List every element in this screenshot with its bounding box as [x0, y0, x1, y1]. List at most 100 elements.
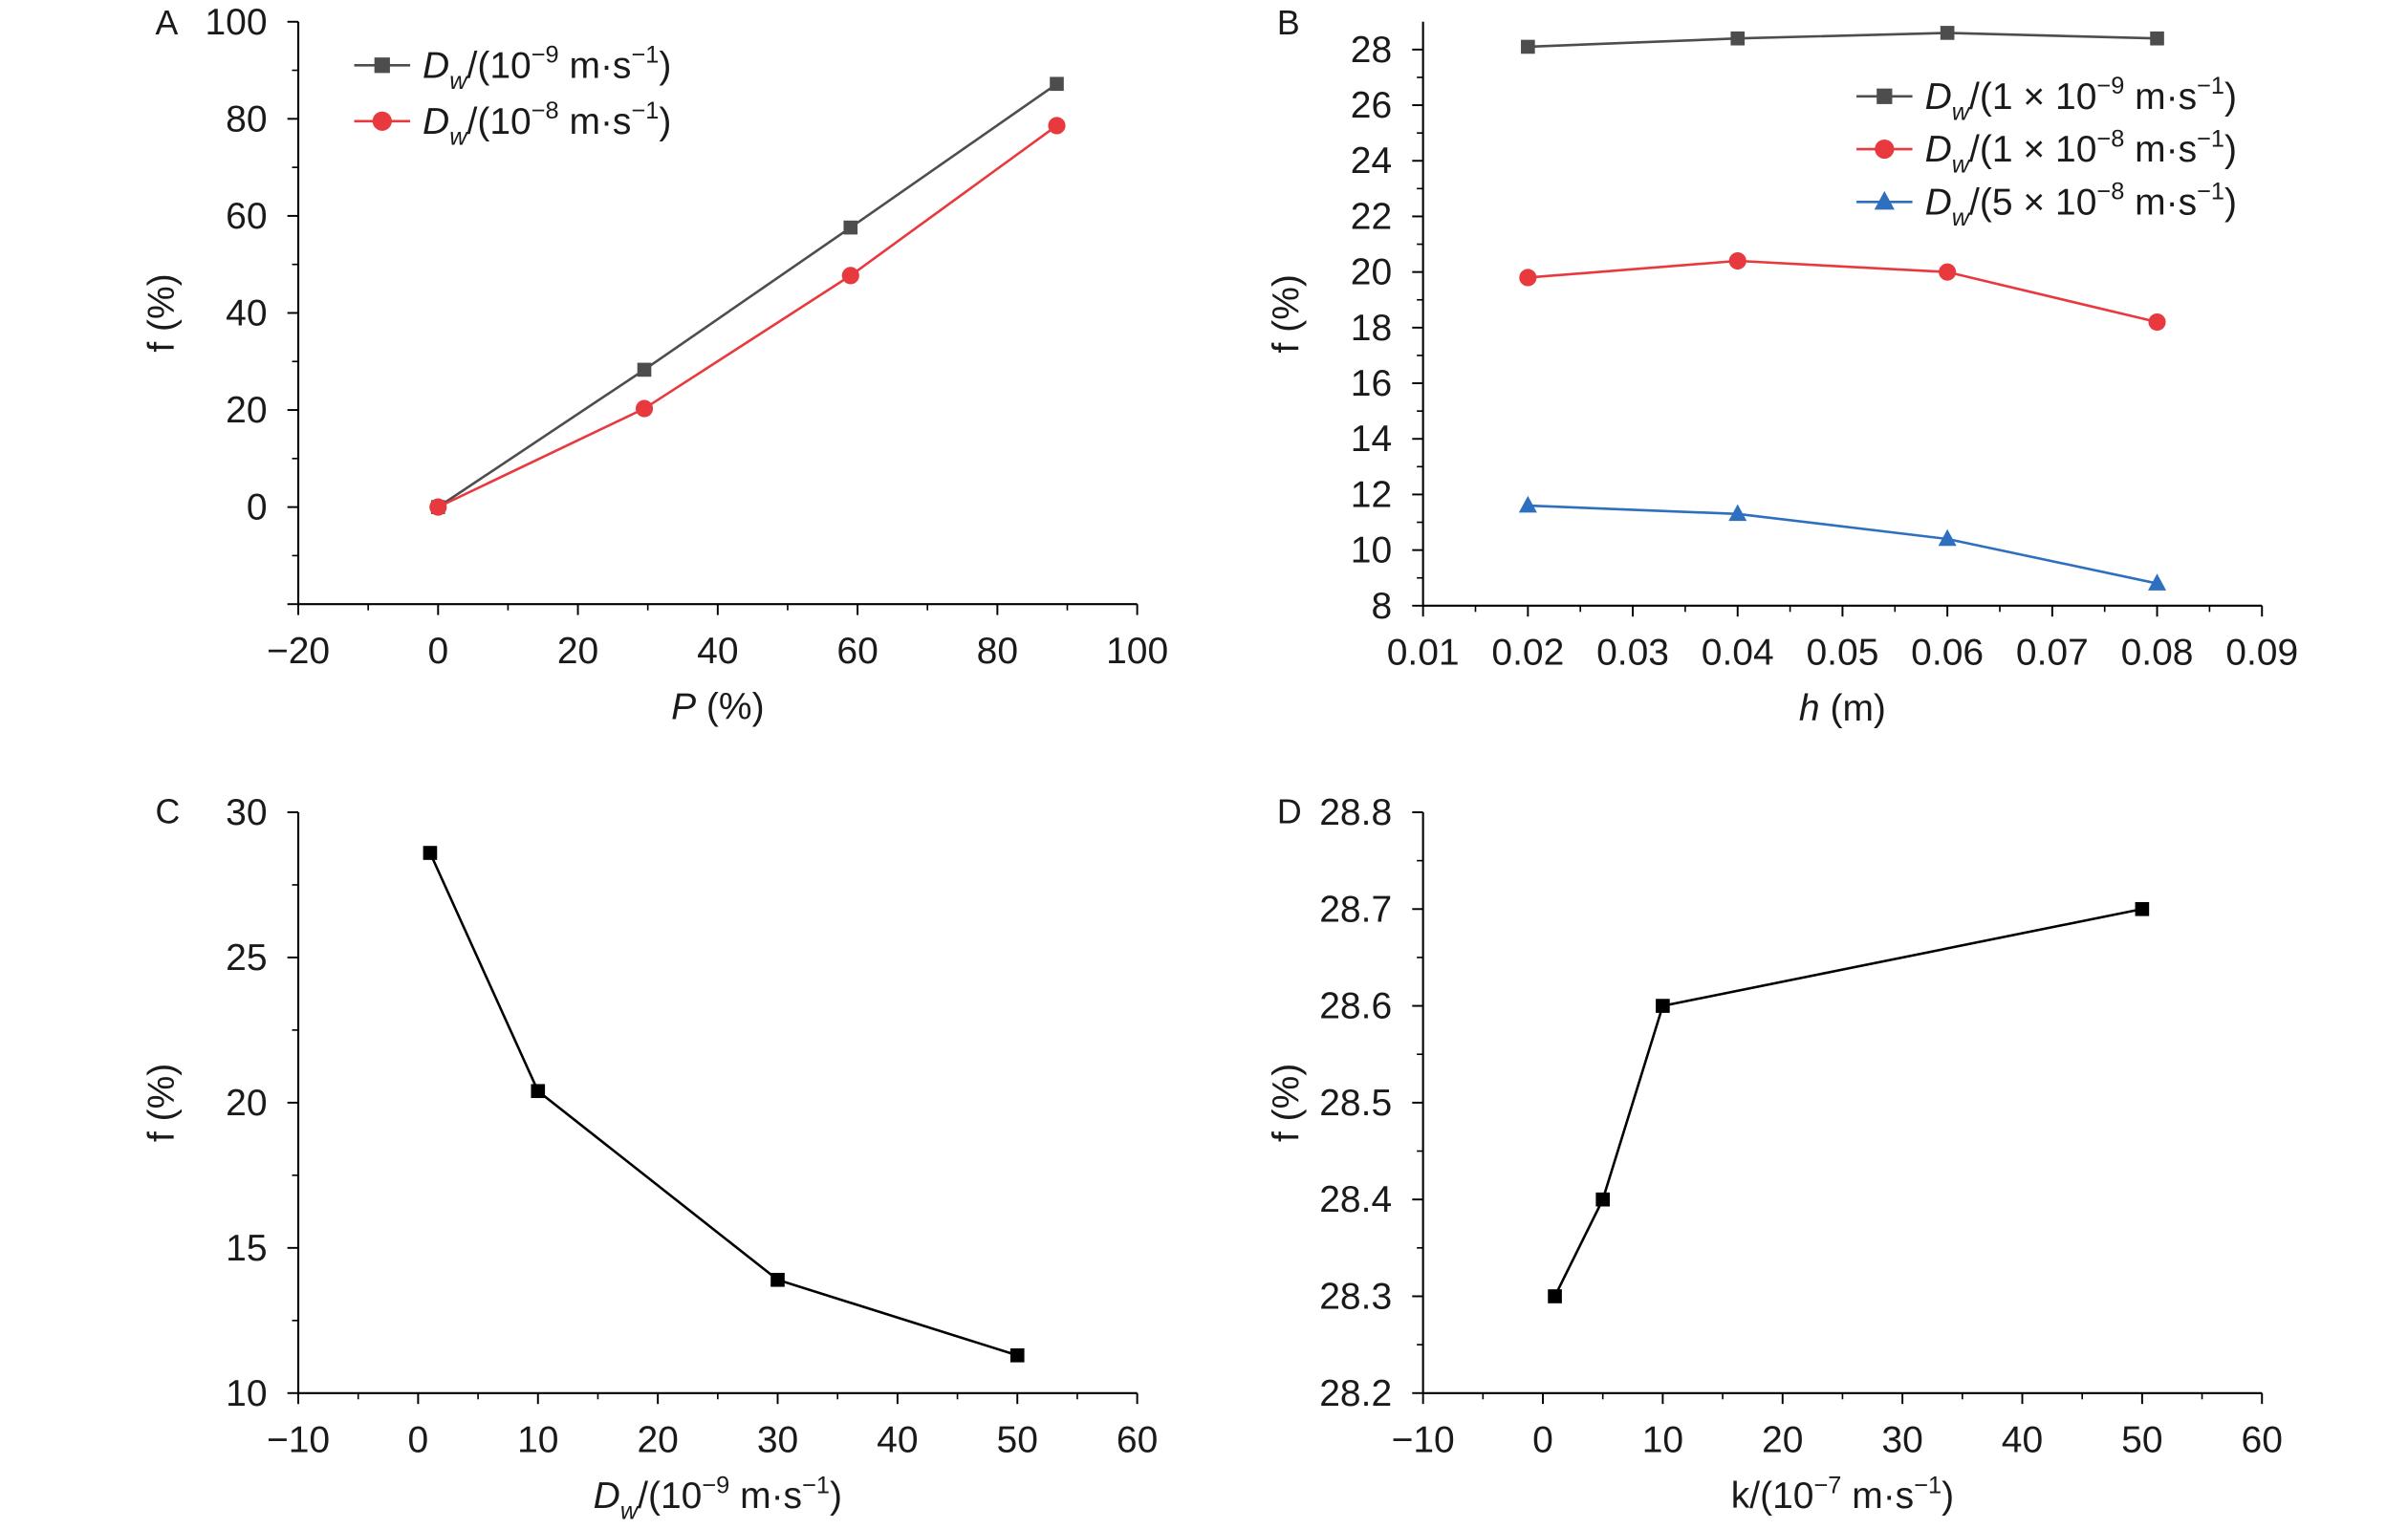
- y-tick-label: 20: [226, 390, 267, 431]
- x-tick-label: 30: [757, 1420, 798, 1461]
- y-tick-label: 10: [226, 1373, 267, 1414]
- x-tick-label: 20: [637, 1420, 678, 1461]
- y-tick-label: 12: [1351, 474, 1392, 515]
- x-tick-label: 0.04: [1702, 633, 1774, 674]
- panel-label: A: [156, 4, 179, 42]
- legend-marker: [1877, 88, 1893, 104]
- y-tick-label: 15: [226, 1228, 267, 1269]
- legend-marker: [1875, 139, 1895, 160]
- data-point: [1519, 269, 1537, 287]
- series-line: [1528, 259, 2158, 324]
- y-tick-label: 28.4: [1319, 1179, 1392, 1220]
- data-point: [1548, 1289, 1562, 1303]
- y-tick-label: 40: [226, 292, 267, 334]
- data-point: [1048, 117, 1066, 135]
- data-point: [1518, 495, 1537, 513]
- y-tick-label: 28: [1351, 30, 1392, 71]
- y-tick-label: 24: [1351, 140, 1392, 182]
- series-3: [1518, 495, 2167, 591]
- data-point: [1050, 76, 1064, 92]
- y-tick-label: 28.6: [1319, 986, 1392, 1027]
- x-tick-label: 0.08: [2121, 633, 2194, 674]
- panel-label: D: [1277, 792, 1302, 830]
- panel-B: B 0.01 0.02 0.03 0.04 0.05 0.06 0.07 0.08 0.09 8 10…: [1267, 4, 2299, 729]
- panel-label: B: [1277, 4, 1300, 42]
- legend-marker: [1874, 190, 1895, 210]
- x-tick-label: 0: [427, 631, 448, 672]
- y-tick-label: 16: [1351, 363, 1392, 404]
- data-point: [1728, 504, 1747, 522]
- data-point: [2150, 31, 2164, 46]
- y-tick-label: 20: [1351, 252, 1392, 293]
- y-tick-label: 25: [226, 937, 267, 979]
- x-axis-label: Dw​/(10−9​ m·s−1​): [594, 1472, 842, 1524]
- series-line: [437, 82, 1058, 508]
- data-point: [2148, 573, 2167, 591]
- legend-label: Dw​/(1 × 10−9​ m·s−1​): [1925, 73, 2237, 125]
- x-tick-label: 0.05: [1806, 633, 1878, 674]
- data-point: [531, 1084, 546, 1099]
- y-tick-label: 22: [1351, 196, 1392, 237]
- x-axis-label: h (m): [1799, 688, 1886, 729]
- data-point: [1728, 251, 1746, 270]
- series-1: [423, 846, 1025, 1363]
- x-tick-label: 80: [977, 631, 1018, 672]
- y-tick-label: 60: [226, 196, 267, 237]
- x-tick-label: 60: [836, 631, 878, 672]
- x-axis-label: P (%): [671, 686, 765, 727]
- series-line: [1528, 504, 2158, 585]
- panel-C: C −10 0 10 20 30 40 50 60 10 15 20 25 30 Dw​/(10−9​ m·…: [141, 792, 1158, 1525]
- x-tick-label: 40: [2002, 1420, 2043, 1461]
- y-tick-label: 28.5: [1319, 1083, 1392, 1124]
- x-axis-label: k/(10−7​ m·s−1​): [1731, 1472, 1954, 1517]
- y-tick-label: 30: [226, 792, 267, 833]
- y-tick-label: 10: [1351, 530, 1392, 571]
- x-tick-label: 100: [1106, 631, 1168, 672]
- x-tick-label: 60: [1117, 1420, 1158, 1461]
- legend-label: Dw​/(1 × 10−8​ m·s−1​): [1925, 125, 2237, 178]
- panel-D: D −10 0 10 20 30 40 50 60 28.2 28.3 28.4 28.5 28.6 28.…: [1267, 792, 2283, 1517]
- x-tick-label: −10: [267, 1420, 330, 1461]
- x-tick-label: 50: [997, 1420, 1038, 1461]
- x-tick-label: 0.07: [2016, 633, 2089, 674]
- y-axis-label: f (%): [141, 1064, 183, 1142]
- series-line: [437, 124, 1058, 508]
- x-tick-label: 20: [1762, 1420, 1803, 1461]
- y-tick-label: 26: [1351, 85, 1392, 126]
- series-1: [1548, 901, 2150, 1303]
- series-line: [428, 851, 1018, 1357]
- series-1: [1521, 26, 2164, 54]
- data-point: [1656, 999, 1670, 1013]
- x-tick-label: 0.09: [2225, 633, 2298, 674]
- series-line: [1553, 908, 2143, 1298]
- legend-marker: [372, 111, 392, 131]
- y-tick-label: 80: [226, 98, 267, 140]
- data-point: [423, 846, 438, 860]
- x-tick-label: 40: [877, 1420, 918, 1461]
- x-tick-label: 20: [557, 631, 598, 672]
- series-2: [429, 117, 1066, 516]
- x-tick-label: −20: [267, 631, 330, 672]
- x-tick-label: 0.02: [1491, 633, 1564, 674]
- panel-label: C: [156, 792, 181, 830]
- x-tick-label: 0.06: [1911, 633, 1984, 674]
- data-point: [2148, 312, 2166, 332]
- legend-label: Dw​/(5 × 10−8​ m·s−1​): [1925, 179, 2237, 231]
- y-tick-label: 28.8: [1319, 792, 1392, 833]
- data-point: [1730, 31, 1746, 46]
- y-tick-label: 20: [226, 1083, 267, 1124]
- y-axis-label: f (%): [1267, 1064, 1308, 1142]
- x-tick-label: 0.01: [1387, 633, 1460, 674]
- data-point: [1595, 1192, 1611, 1207]
- data-point: [637, 362, 652, 377]
- x-tick-label: 0.03: [1596, 633, 1669, 674]
- y-tick-label: 14: [1351, 419, 1392, 460]
- x-tick-label: 0: [1532, 1420, 1553, 1461]
- y-tick-label: 28.7: [1319, 889, 1392, 930]
- data-point: [841, 267, 859, 285]
- x-tick-label: 0: [408, 1420, 429, 1461]
- y-tick-label: 28.2: [1319, 1373, 1392, 1414]
- x-tick-label: 40: [697, 631, 738, 672]
- y-tick-label: 8: [1371, 586, 1392, 627]
